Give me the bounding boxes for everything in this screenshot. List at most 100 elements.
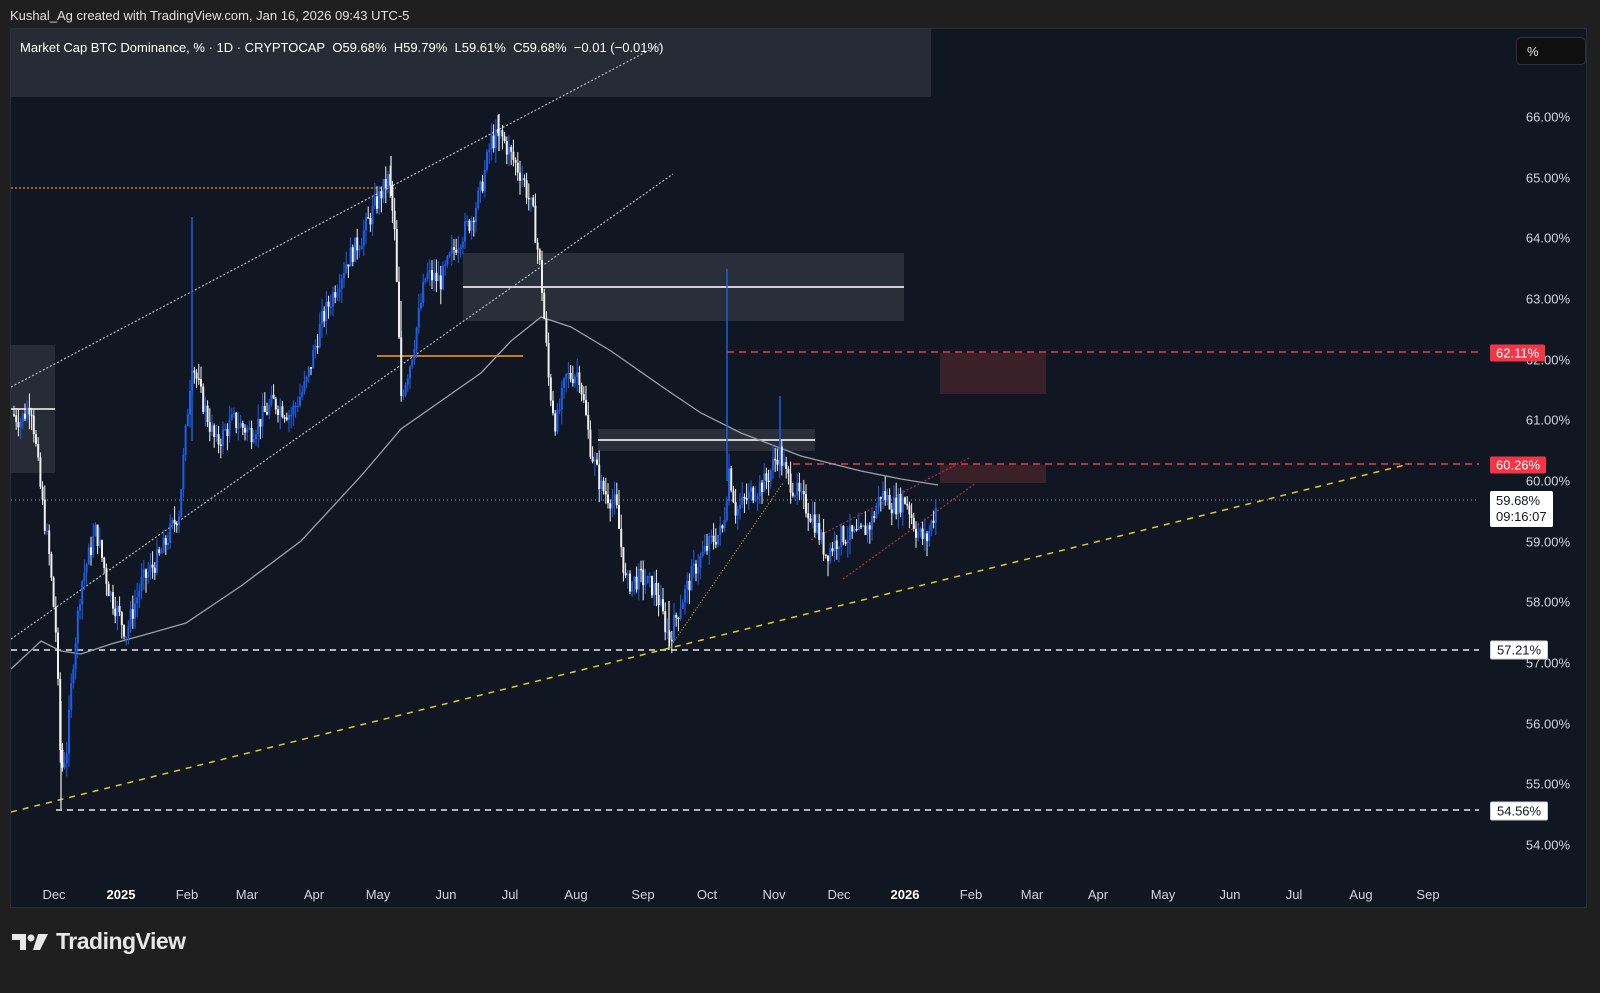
candle-down [802,491,805,495]
candle-up [87,547,90,565]
candle-up [750,487,752,492]
candle-up [697,567,700,574]
candle-down [624,572,627,576]
symbol-legend[interactable]: Market Cap BTC Dominance, % · 1D · CRYPT… [20,40,663,55]
candle-down [391,185,394,211]
candle-down [52,577,55,607]
candle-up [862,525,865,527]
candle-down [266,411,268,415]
candle-up [415,327,418,350]
candle-up [279,406,282,415]
candle-up [457,248,460,253]
candle-down [888,494,891,510]
ohlc-low: L59.61% [454,40,506,55]
candle-down [908,505,911,515]
candle-up [901,497,904,513]
candle-down [316,345,319,348]
candle-up [63,763,66,768]
candle-up [479,181,482,191]
candle-up [178,516,180,526]
candle-down [112,592,114,609]
channel-lower [11,173,674,640]
candle-up [653,583,656,596]
candle-down [734,502,737,516]
candle-down [41,486,44,500]
candle-down [283,417,286,419]
price-level-tag: 62.11% [1490,344,1546,362]
candle-up [74,643,77,670]
symbol-name: Market Cap BTC Dominance, % · 1D · CRYPT… [20,40,326,55]
candle-up [494,129,497,149]
candle-down [131,609,134,619]
candle-up [252,439,255,443]
candle-up [710,535,713,538]
moving-average-line [11,316,939,670]
candle-down [226,429,229,436]
candle-down [39,457,42,487]
candle-down [635,576,638,590]
candle-up [329,306,332,309]
candle-up [736,508,739,516]
candle-down [582,394,585,401]
candle-down [571,378,574,384]
candle-up [475,208,477,223]
candle-up [613,494,616,502]
time-axis-label: Sep [1416,887,1440,902]
candle-up [228,419,231,436]
candle-up [446,256,449,265]
candle-up [530,197,532,200]
candle-up [703,545,706,552]
candle-down [197,378,200,380]
price-level-tag: 57.21% [1490,640,1549,660]
candle-down [241,423,244,428]
candle-up [923,533,926,539]
candle-down [677,617,680,620]
candle-down [844,542,847,544]
candle-up [875,507,878,518]
percent-scale-button[interactable]: % [1516,37,1586,65]
candle-down [351,247,354,262]
price-chart-canvas[interactable] [11,29,1587,908]
candle-down [904,497,906,504]
candle-up [758,482,761,497]
candle-up [464,221,466,242]
candle-up [167,542,169,545]
candle-down [785,462,788,469]
candle-down [153,567,156,573]
candle-down [334,292,337,298]
tradingview-logo[interactable]: TradingView [12,928,186,955]
candle-up [470,220,473,231]
candle-up [897,493,900,515]
last-price: 59.68% [1496,493,1541,509]
candle-up [314,345,317,351]
candle-up [138,591,141,598]
tradingview-logo-icon [12,933,48,950]
candle-up [508,146,510,155]
candle-up [140,577,143,592]
candle-down [538,249,541,261]
candle-down [263,405,266,412]
candle-down [532,197,535,206]
candle-up [378,191,381,209]
price-axis-label: 54.00% [1525,837,1570,853]
red-zone-upper [940,353,1046,394]
candle-down [642,569,645,586]
candle-up [305,376,308,382]
time-axis-label: Jul [1285,887,1303,902]
candle-up [294,405,297,408]
candle-up [83,572,86,582]
candle-up [136,597,139,604]
candle-down [629,573,631,592]
time-axis-label: 2026 [890,887,920,902]
candle-down [59,678,62,750]
candle-down [54,606,57,633]
candle-up [239,423,242,428]
chart-pane[interactable]: Market Cap BTC Dominance, % · 1D · CRYPT… [10,28,1587,908]
candle-up [857,525,860,530]
candle-down [455,249,458,253]
candle-down [827,555,829,562]
candle-down [851,525,854,532]
candle-up [708,535,711,551]
candle-down [497,129,499,134]
candle-down [195,372,198,379]
